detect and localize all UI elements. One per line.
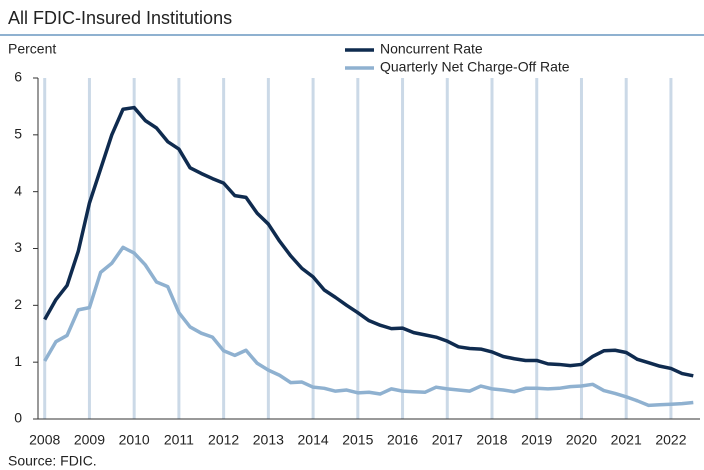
y-tick-label: 3 (14, 239, 22, 255)
series-line (43, 105, 694, 378)
y-tick-label: 0 (14, 410, 22, 426)
x-tick-label: 2012 (208, 432, 239, 448)
source-note: Source: FDIC. (8, 453, 97, 469)
x-tick-label: 2015 (342, 432, 373, 448)
legend-label: Quarterly Net Charge-Off Rate (380, 59, 570, 75)
x-tick-label: 2019 (521, 432, 552, 448)
x-tick-label: 2009 (74, 432, 105, 448)
x-tick-label: 2022 (655, 432, 686, 448)
legend-label: Noncurrent Rate (380, 41, 483, 57)
x-tick-label: 2016 (387, 432, 418, 448)
y-tick-label: 4 (14, 182, 22, 198)
y-tick-label: 2 (14, 296, 22, 312)
x-tick-label: 2017 (432, 432, 463, 448)
y-tick-label: 1 (14, 353, 22, 369)
y-tick-label: 5 (14, 126, 22, 142)
x-tick-label: 2021 (611, 432, 642, 448)
chart-title: All FDIC-Insured Institutions (8, 8, 232, 28)
x-tick-label: 2010 (119, 432, 150, 448)
x-tick-label: 2020 (566, 432, 597, 448)
series-line (43, 245, 694, 408)
y-tick-label: 6 (14, 69, 22, 85)
x-tick-label: 2011 (164, 432, 194, 448)
x-tick-label: 2008 (29, 432, 60, 448)
x-tick-label: 2013 (253, 432, 284, 448)
y-axis-label: Percent (8, 41, 56, 57)
x-tick-label: 2018 (476, 432, 507, 448)
x-tick-label: 2014 (298, 432, 329, 448)
